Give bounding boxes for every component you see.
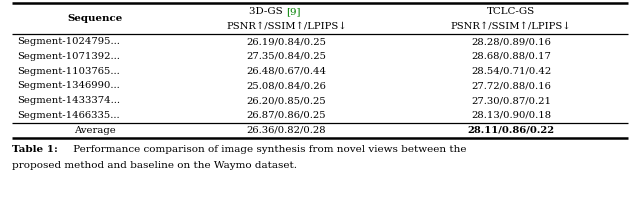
- Text: 27.30/0.87/0.21: 27.30/0.87/0.21: [471, 96, 551, 105]
- Text: 28.54/0.71/0.42: 28.54/0.71/0.42: [471, 67, 551, 76]
- Text: 26.20/0.85/0.25: 26.20/0.85/0.25: [246, 96, 326, 105]
- Text: 26.48/0.67/0.44: 26.48/0.67/0.44: [246, 67, 326, 76]
- Text: 28.28/0.89/0.16: 28.28/0.89/0.16: [471, 37, 551, 46]
- Text: Segment-1071392...: Segment-1071392...: [17, 52, 120, 61]
- Text: [9]: [9]: [287, 7, 301, 16]
- Text: Average: Average: [74, 126, 116, 135]
- Text: TCLC-GS: TCLC-GS: [487, 7, 535, 16]
- Text: Table 1:: Table 1:: [12, 145, 58, 154]
- Text: 28.11/0.86/0.22: 28.11/0.86/0.22: [467, 126, 555, 135]
- Text: 28.13/0.90/0.18: 28.13/0.90/0.18: [471, 111, 551, 120]
- Text: Segment-1103765...: Segment-1103765...: [17, 67, 120, 76]
- Text: 28.68/0.88/0.17: 28.68/0.88/0.17: [471, 52, 551, 61]
- Text: PSNR↑/SSIM↑/LPIPS↓: PSNR↑/SSIM↑/LPIPS↓: [226, 21, 347, 30]
- Text: Segment-1346990...: Segment-1346990...: [17, 81, 120, 90]
- Text: Segment-1466335...: Segment-1466335...: [17, 111, 119, 120]
- Text: 26.87/0.86/0.25: 26.87/0.86/0.25: [246, 111, 326, 120]
- Text: 27.72/0.88/0.16: 27.72/0.88/0.16: [471, 81, 551, 90]
- Text: 26.36/0.82/0.28: 26.36/0.82/0.28: [246, 126, 326, 135]
- Text: Segment-1433374...: Segment-1433374...: [17, 96, 120, 105]
- Text: Sequence: Sequence: [68, 14, 123, 23]
- Text: 25.08/0.84/0.26: 25.08/0.84/0.26: [246, 81, 326, 90]
- Text: Segment-1024795...: Segment-1024795...: [17, 37, 120, 46]
- Text: proposed method and baseline on the Waymo dataset.: proposed method and baseline on the Waym…: [12, 161, 296, 170]
- Text: Performance comparison of image synthesis from novel views between the: Performance comparison of image synthesi…: [70, 145, 467, 154]
- Text: PSNR↑/SSIM↑/LPIPS↓: PSNR↑/SSIM↑/LPIPS↓: [451, 21, 572, 30]
- Text: 26.19/0.84/0.25: 26.19/0.84/0.25: [246, 37, 326, 46]
- Text: 3D-GS: 3D-GS: [250, 7, 287, 16]
- Text: 27.35/0.84/0.25: 27.35/0.84/0.25: [246, 52, 326, 61]
